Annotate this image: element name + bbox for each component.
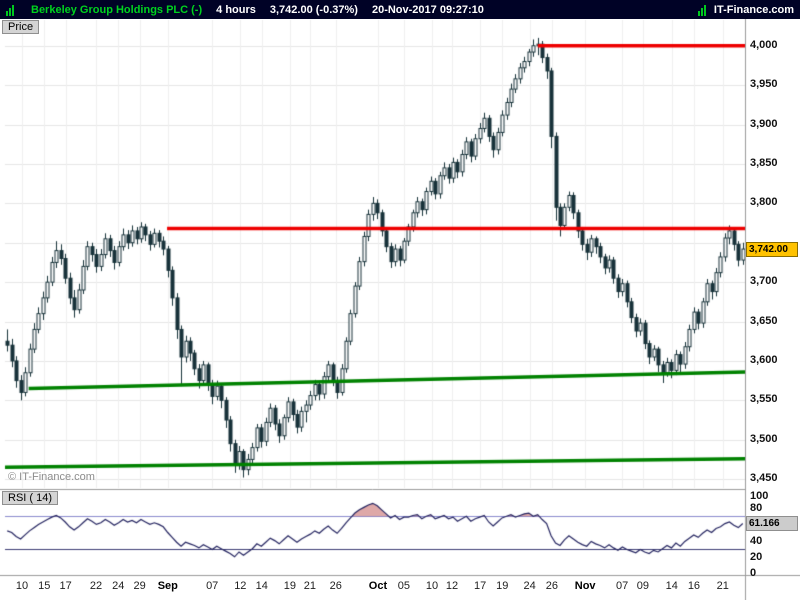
date-label: 10 bbox=[425, 580, 439, 592]
month-label: Oct bbox=[368, 580, 388, 592]
price-axis-tag: 3,742.00 bbox=[746, 242, 798, 258]
rsi-tick-label: 100 bbox=[750, 490, 769, 502]
date-label: 09 bbox=[636, 580, 649, 592]
price-tick-label: 3,950 bbox=[750, 78, 778, 91]
watermark: © IT-Finance.com bbox=[8, 471, 95, 483]
price-panel-label[interactable]: Price bbox=[2, 20, 40, 34]
date-label: 19 bbox=[283, 580, 297, 592]
date-label: 22 bbox=[89, 580, 103, 592]
date-label: 14 bbox=[665, 580, 678, 592]
last-price: 3,742.00 bbox=[269, 3, 313, 16]
rsi-tick-label: 40 bbox=[750, 534, 763, 547]
rsi-tick-label: 20 bbox=[750, 550, 763, 563]
date-label: 26 bbox=[329, 580, 342, 592]
date-label: 07 bbox=[616, 580, 629, 592]
price-tick-label: 3,800 bbox=[750, 196, 778, 209]
date-label: 17 bbox=[59, 580, 72, 592]
last-price-group: 3,742.00 (-0.37%) bbox=[270, 4, 358, 16]
month-label: Sep bbox=[157, 580, 178, 592]
price-tick-label: 4,000 bbox=[750, 38, 778, 51]
date-label: 07 bbox=[206, 580, 219, 592]
date-label: 19 bbox=[496, 580, 509, 592]
rsi-tick-label: 80 bbox=[750, 502, 763, 515]
date-label: 17 bbox=[473, 580, 487, 592]
date-label: 16 bbox=[687, 580, 701, 592]
price-axis[interactable]: 4,000 3,950 3,900 3,850 3,800 3,700 3,650 3,600… bbox=[746, 0, 800, 600]
date-label: 21 bbox=[716, 580, 729, 592]
price-tick-label: 3,500 bbox=[750, 432, 778, 445]
price-tick-label: 3,450 bbox=[750, 472, 778, 485]
date-label: 05 bbox=[397, 580, 410, 592]
date-label: 12 bbox=[445, 580, 459, 592]
price-tick-label: 3,900 bbox=[750, 117, 778, 130]
price-tick-label: 3,550 bbox=[750, 393, 778, 406]
price-tick-label: 3,600 bbox=[750, 353, 778, 366]
price-change: (-0.37%) bbox=[315, 3, 358, 16]
date-label: 12 bbox=[234, 580, 247, 592]
date-label: 15 bbox=[38, 580, 51, 592]
price-tick-label: 3,650 bbox=[750, 314, 778, 327]
app-logo-icon bbox=[6, 4, 17, 16]
price-tick-label: 3,700 bbox=[750, 275, 778, 288]
date-label: 29 bbox=[133, 580, 146, 592]
timestamp: 20-Nov-2017 09:27:10 bbox=[371, 3, 484, 16]
rsi-tick-label: 0 bbox=[750, 567, 757, 579]
rsi-panel-label[interactable]: RSI ( 14) bbox=[2, 491, 59, 505]
brand-logo: IT-Finance.com bbox=[697, 3, 794, 16]
date-label: 26 bbox=[545, 580, 558, 592]
date-label: 10 bbox=[15, 580, 29, 592]
month-label: Nov bbox=[574, 580, 596, 592]
time-axis[interactable]: 10 15 17 22 24 29 Sep 07 12 14 19 21 26 Oct 05 10 12 17 19… bbox=[0, 577, 745, 600]
rsi-axis-tag: 61.166 bbox=[746, 516, 798, 532]
price-tick-label: 3,850 bbox=[750, 156, 778, 169]
instrument-name: Berkeley Group Holdings PLC (-) bbox=[31, 3, 203, 16]
brand-text: IT-Finance.com bbox=[713, 3, 794, 16]
date-label: 24 bbox=[523, 580, 536, 592]
timeframe-label: 4 hours bbox=[216, 3, 256, 16]
title-bar: Berkeley Group Holdings PLC (-) 4 hours … bbox=[0, 0, 800, 19]
date-label: 21 bbox=[303, 580, 316, 592]
date-label: 14 bbox=[255, 580, 268, 592]
brand-icon bbox=[697, 4, 709, 16]
date-label: 24 bbox=[112, 580, 125, 592]
